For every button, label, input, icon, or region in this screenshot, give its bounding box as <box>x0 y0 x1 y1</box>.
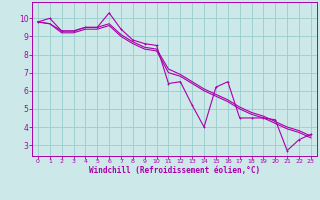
X-axis label: Windchill (Refroidissement éolien,°C): Windchill (Refroidissement éolien,°C) <box>89 166 260 175</box>
